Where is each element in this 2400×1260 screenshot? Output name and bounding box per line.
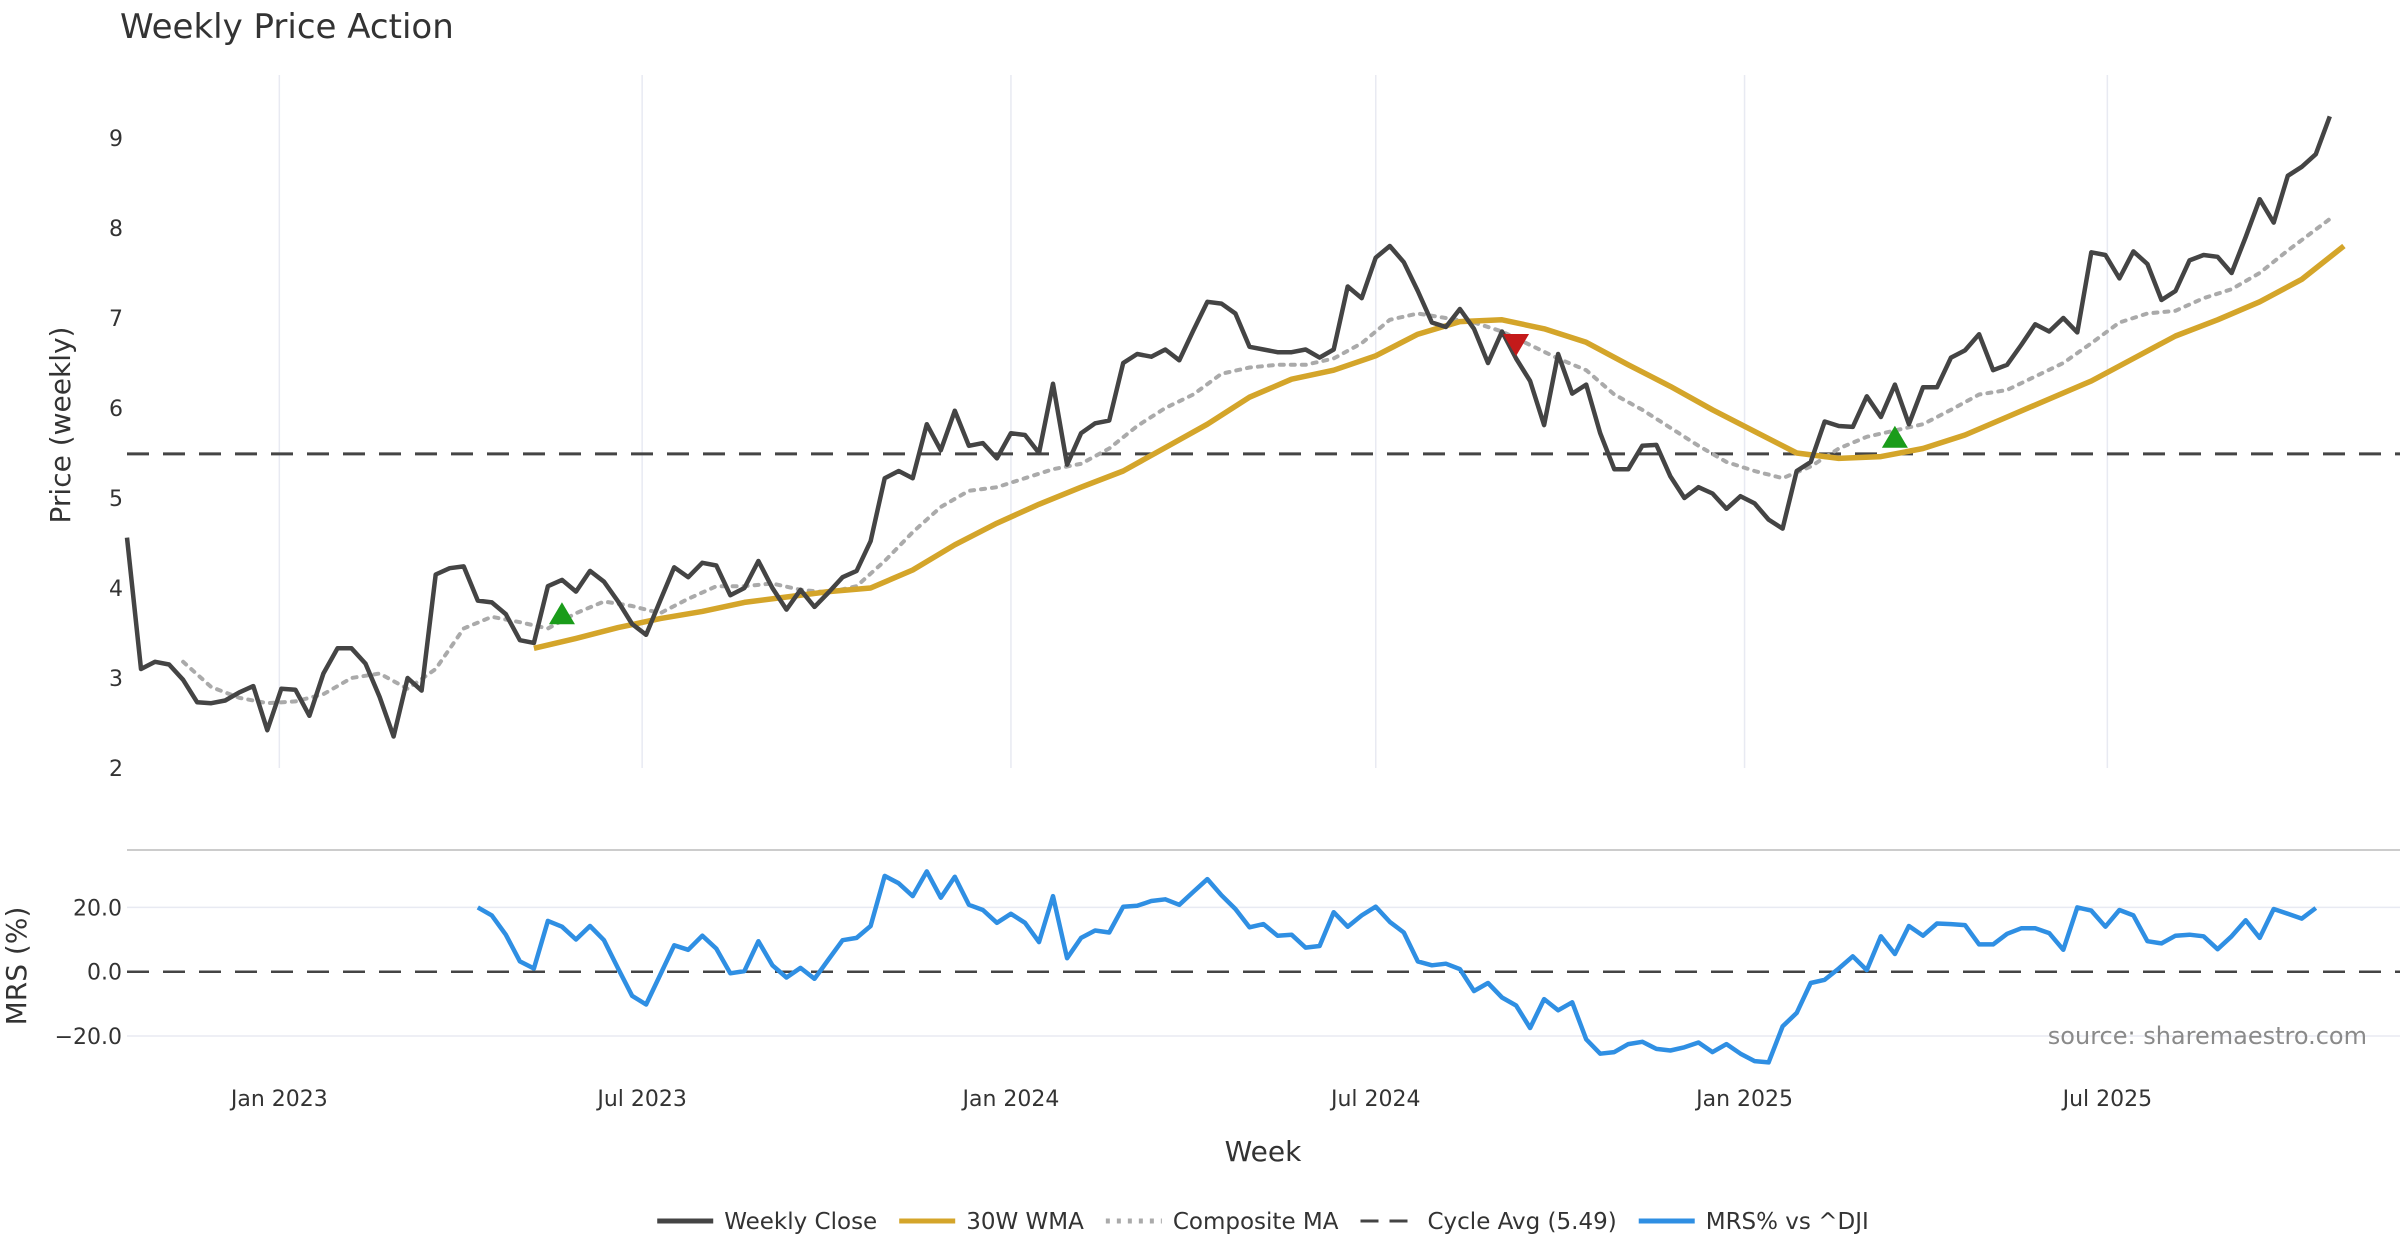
legend-item-weekly-close: Weekly Close — [657, 1209, 877, 1235]
sell-signal-marker — [1503, 334, 1530, 356]
x-tick-label: Jul 2023 — [595, 1087, 687, 1112]
x-tick-label: Jan 2023 — [229, 1087, 328, 1112]
x-tick-label: Jan 2025 — [1694, 1087, 1793, 1112]
legend-item-mrs-vs-dji: MRS% vs ^DJI — [1638, 1209, 1869, 1235]
mrs-y-axis: 20.0 0.0 −20.0 — [55, 896, 122, 1050]
mrs-series-group — [476, 869, 2318, 1065]
x-tick-label: Jan 2024 — [960, 1087, 1059, 1112]
legend-label: Weekly Close — [724, 1209, 877, 1235]
series-30w-wma — [533, 243, 2346, 651]
price-y-tick-label: 9 — [109, 127, 123, 152]
price-y-tick-label: 3 — [109, 667, 123, 692]
legend-label: MRS% vs ^DJI — [1706, 1209, 1869, 1235]
x-tick-label: Jul 2025 — [2061, 1087, 2153, 1112]
price-y-tick-label: 4 — [109, 577, 123, 602]
signal-markers — [548, 334, 1908, 625]
price-y-tick-label: 8 — [109, 217, 123, 242]
mrs-gridlines — [127, 906, 2400, 1037]
chart-title: Weekly Price Action — [120, 7, 454, 47]
x-axis-title: Week — [1225, 1135, 1302, 1168]
buy-signal-marker — [1881, 425, 1908, 448]
main-gridlines — [278, 75, 2109, 768]
source-annotation: source: sharemaestro.com — [2048, 1022, 2367, 1050]
mrs-y-tick-label: 0.0 — [87, 961, 122, 986]
price-y-axis: 2 3 4 5 6 7 8 9 — [109, 127, 123, 782]
legend-item-cycle-avg-5-49: Cycle Avg (5.49) — [1360, 1209, 1617, 1235]
price-y-axis-title: Price (weekly) — [44, 327, 77, 524]
mrs-y-axis-title: MRS (%) — [0, 907, 33, 1026]
mrs-y-tick-label: 20.0 — [73, 896, 122, 921]
series-weekly-close — [124, 115, 2332, 739]
x-axis: Jan 2023 Jul 2023 Jan 2024 Jul 2024 Jan 2025… — [229, 1087, 2152, 1112]
legend: Weekly Close 30W WMA Composite MA Cycle Avg… — [657, 1209, 1869, 1235]
buy-signal-marker — [548, 602, 575, 625]
price-y-tick-label: 7 — [109, 307, 123, 332]
legend-label: 30W WMA — [966, 1209, 1084, 1235]
series-composite-ma — [181, 217, 2332, 706]
series-mrs-vs-dji — [476, 869, 2318, 1065]
legend-item-composite-ma: Composite MA — [1105, 1209, 1339, 1235]
price-series-group — [124, 115, 2400, 739]
x-tick-label: Jul 2024 — [1329, 1087, 1421, 1112]
mrs-y-tick-label: −20.0 — [55, 1025, 122, 1050]
legend-item-30w-wma: 30W WMA — [899, 1209, 1084, 1235]
price-y-tick-label: 2 — [109, 757, 123, 782]
price-y-tick-label: 6 — [109, 397, 123, 422]
legend-label: Composite MA — [1173, 1209, 1339, 1235]
price-y-tick-label: 5 — [109, 487, 123, 512]
legend-label: Cycle Avg (5.49) — [1427, 1209, 1616, 1235]
